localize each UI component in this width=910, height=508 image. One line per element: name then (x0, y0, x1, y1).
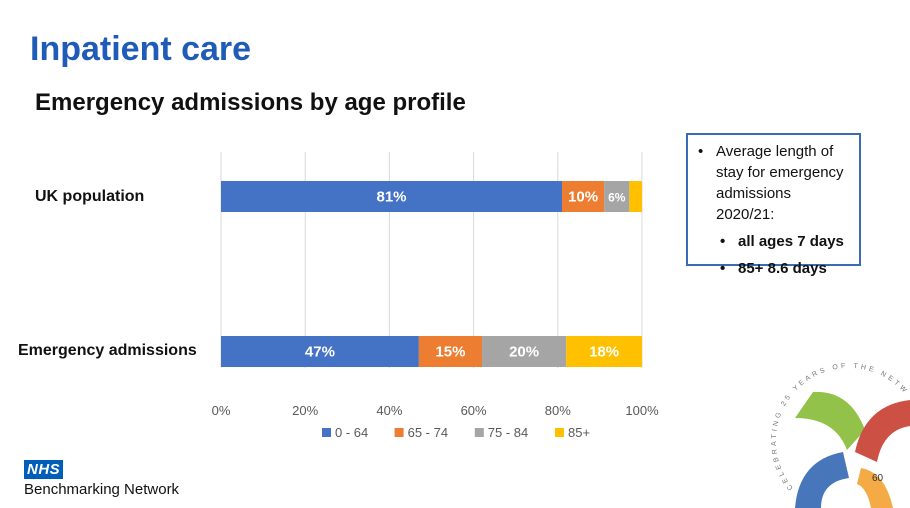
bar-segment (629, 181, 642, 212)
data-label: 10% (568, 189, 598, 206)
bar-segment (482, 336, 567, 367)
x-tick-label: 40% (376, 403, 402, 418)
nhs-network-name: Benchmarking Network (24, 481, 180, 498)
x-tick-label: 100% (625, 403, 659, 418)
data-label: 47% (305, 344, 335, 361)
bar-segment (604, 181, 630, 212)
category-label-uk-population: UK population (35, 188, 145, 205)
data-label: 81% (376, 189, 406, 206)
length-of-stay-note: Average length of stay for emergency adm… (686, 133, 861, 279)
data-label: 20% (509, 344, 539, 361)
legend-swatch (555, 428, 564, 437)
bar-segment (566, 336, 642, 367)
legend-swatch (322, 428, 331, 437)
x-tick-label: 80% (545, 403, 571, 418)
data-label: 6% (608, 191, 626, 205)
note-item-85-plus: 85+ 8.6 days (696, 258, 851, 279)
data-label: 18% (589, 344, 619, 361)
bar-segment (221, 181, 563, 212)
nhs-benchmarking-logo: NHS Benchmarking Network (24, 460, 179, 498)
note-main-text: Average length of stay for emergency adm… (696, 141, 851, 225)
x-tick-label: 20% (292, 403, 318, 418)
legend-label: 65 - 74 (408, 425, 448, 440)
legend-label: 0 - 64 (335, 425, 368, 440)
x-tick-label: 60% (461, 403, 487, 418)
slide-title: Inpatient care (30, 30, 252, 68)
bar-segment (562, 181, 605, 212)
page-number: 60 (872, 473, 884, 484)
note-item-all-ages: all ages 7 days (696, 231, 851, 252)
legend-swatch (474, 428, 484, 437)
bar-segment (221, 336, 419, 367)
category-label-emergency-admissions: Emergency admissions (18, 342, 197, 359)
slide-subtitle: Emergency admissions by age profile (35, 89, 466, 116)
x-tick-label: 0% (212, 403, 231, 418)
legend-label: 85+ (568, 425, 590, 440)
legend-label: 75 - 84 (488, 425, 528, 440)
data-label: 15% (435, 344, 465, 361)
anniversary-emblem-icon: CELEBRATING 25 YEARS OF THE NETWORK (765, 360, 910, 508)
bar-segment (418, 336, 483, 367)
legend-swatch (394, 428, 404, 437)
nhs-badge: NHS (24, 460, 64, 479)
